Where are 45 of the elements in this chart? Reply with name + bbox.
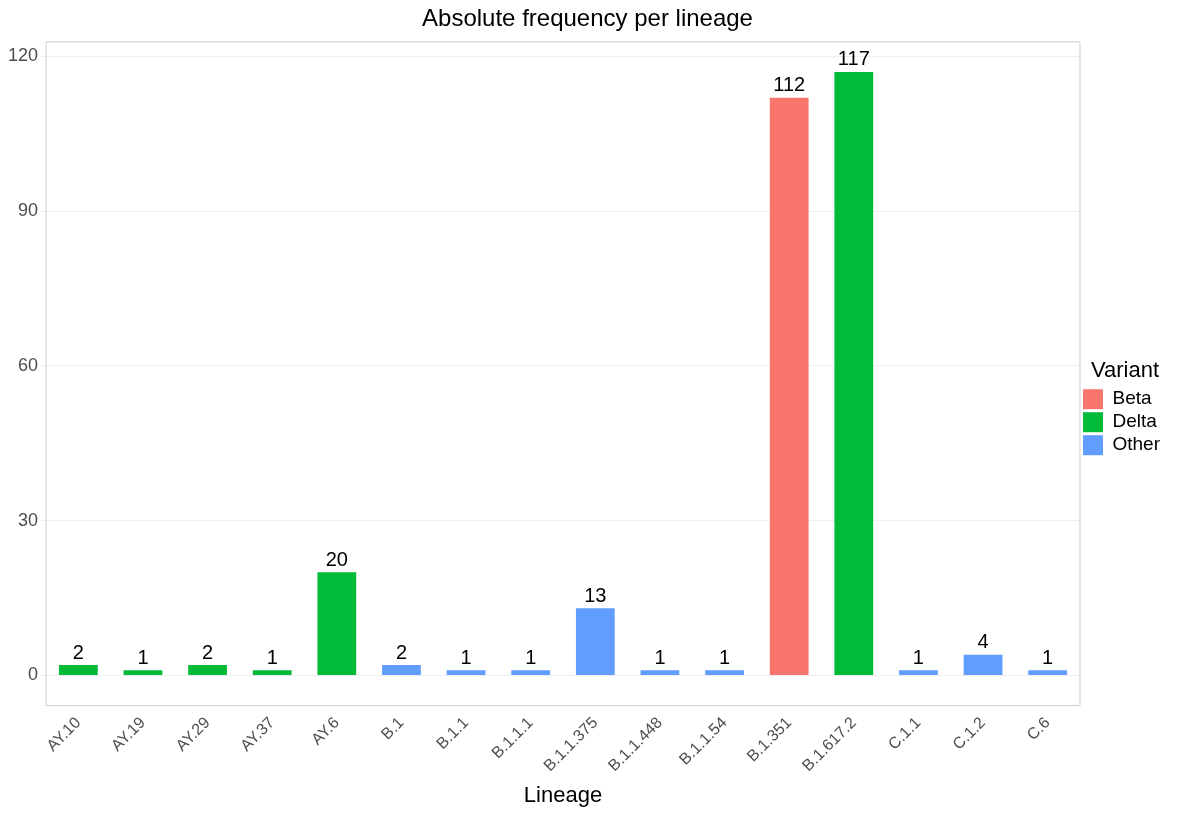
bar xyxy=(1028,670,1068,675)
legend-label: Other xyxy=(1112,433,1161,455)
bar xyxy=(834,71,874,675)
bar xyxy=(188,665,227,675)
bar xyxy=(963,654,1003,675)
data-label: 1 xyxy=(719,645,731,668)
data-label: 1 xyxy=(912,645,924,668)
data-label: 1 xyxy=(266,645,278,668)
bar xyxy=(511,670,551,675)
y-tick-label: 120 xyxy=(7,45,39,66)
data-label: 117 xyxy=(837,47,870,70)
bar xyxy=(769,97,809,675)
data-label: 4 xyxy=(977,630,989,653)
data-label: 1 xyxy=(1042,645,1054,668)
bar xyxy=(123,670,163,675)
data-label: 1 xyxy=(460,645,472,668)
data-label: 1 xyxy=(525,645,537,668)
legend-label: Beta xyxy=(1112,387,1152,409)
data-label: 1 xyxy=(137,645,149,668)
bar xyxy=(899,670,938,675)
x-axis-title: Lineage xyxy=(523,781,603,807)
y-tick-label: 60 xyxy=(18,354,39,375)
x-tick-label: C.6 xyxy=(1023,713,1053,744)
x-tick-label: B.1 xyxy=(377,713,407,743)
y-tick-label: 0 xyxy=(28,664,39,685)
bar xyxy=(317,572,357,675)
data-label: 112 xyxy=(773,73,806,96)
bar xyxy=(575,608,615,675)
y-tick-label: 30 xyxy=(18,509,39,530)
y-tick-label: 90 xyxy=(18,200,39,221)
bar xyxy=(58,665,98,675)
data-label: 2 xyxy=(395,640,408,663)
data-label: 2 xyxy=(202,640,214,663)
bar xyxy=(640,670,680,675)
data-label: 20 xyxy=(325,547,348,570)
data-label: 2 xyxy=(72,640,84,663)
legend-title: Variant xyxy=(1090,356,1160,382)
legend-label: Delta xyxy=(1112,410,1158,432)
bar xyxy=(705,670,744,675)
chart-title: Absolute frequency per lineage xyxy=(422,4,753,32)
data-label: 13 xyxy=(584,583,607,606)
data-label: 1 xyxy=(654,645,666,668)
bar xyxy=(382,665,421,675)
bar xyxy=(252,670,292,675)
bar xyxy=(446,670,486,675)
